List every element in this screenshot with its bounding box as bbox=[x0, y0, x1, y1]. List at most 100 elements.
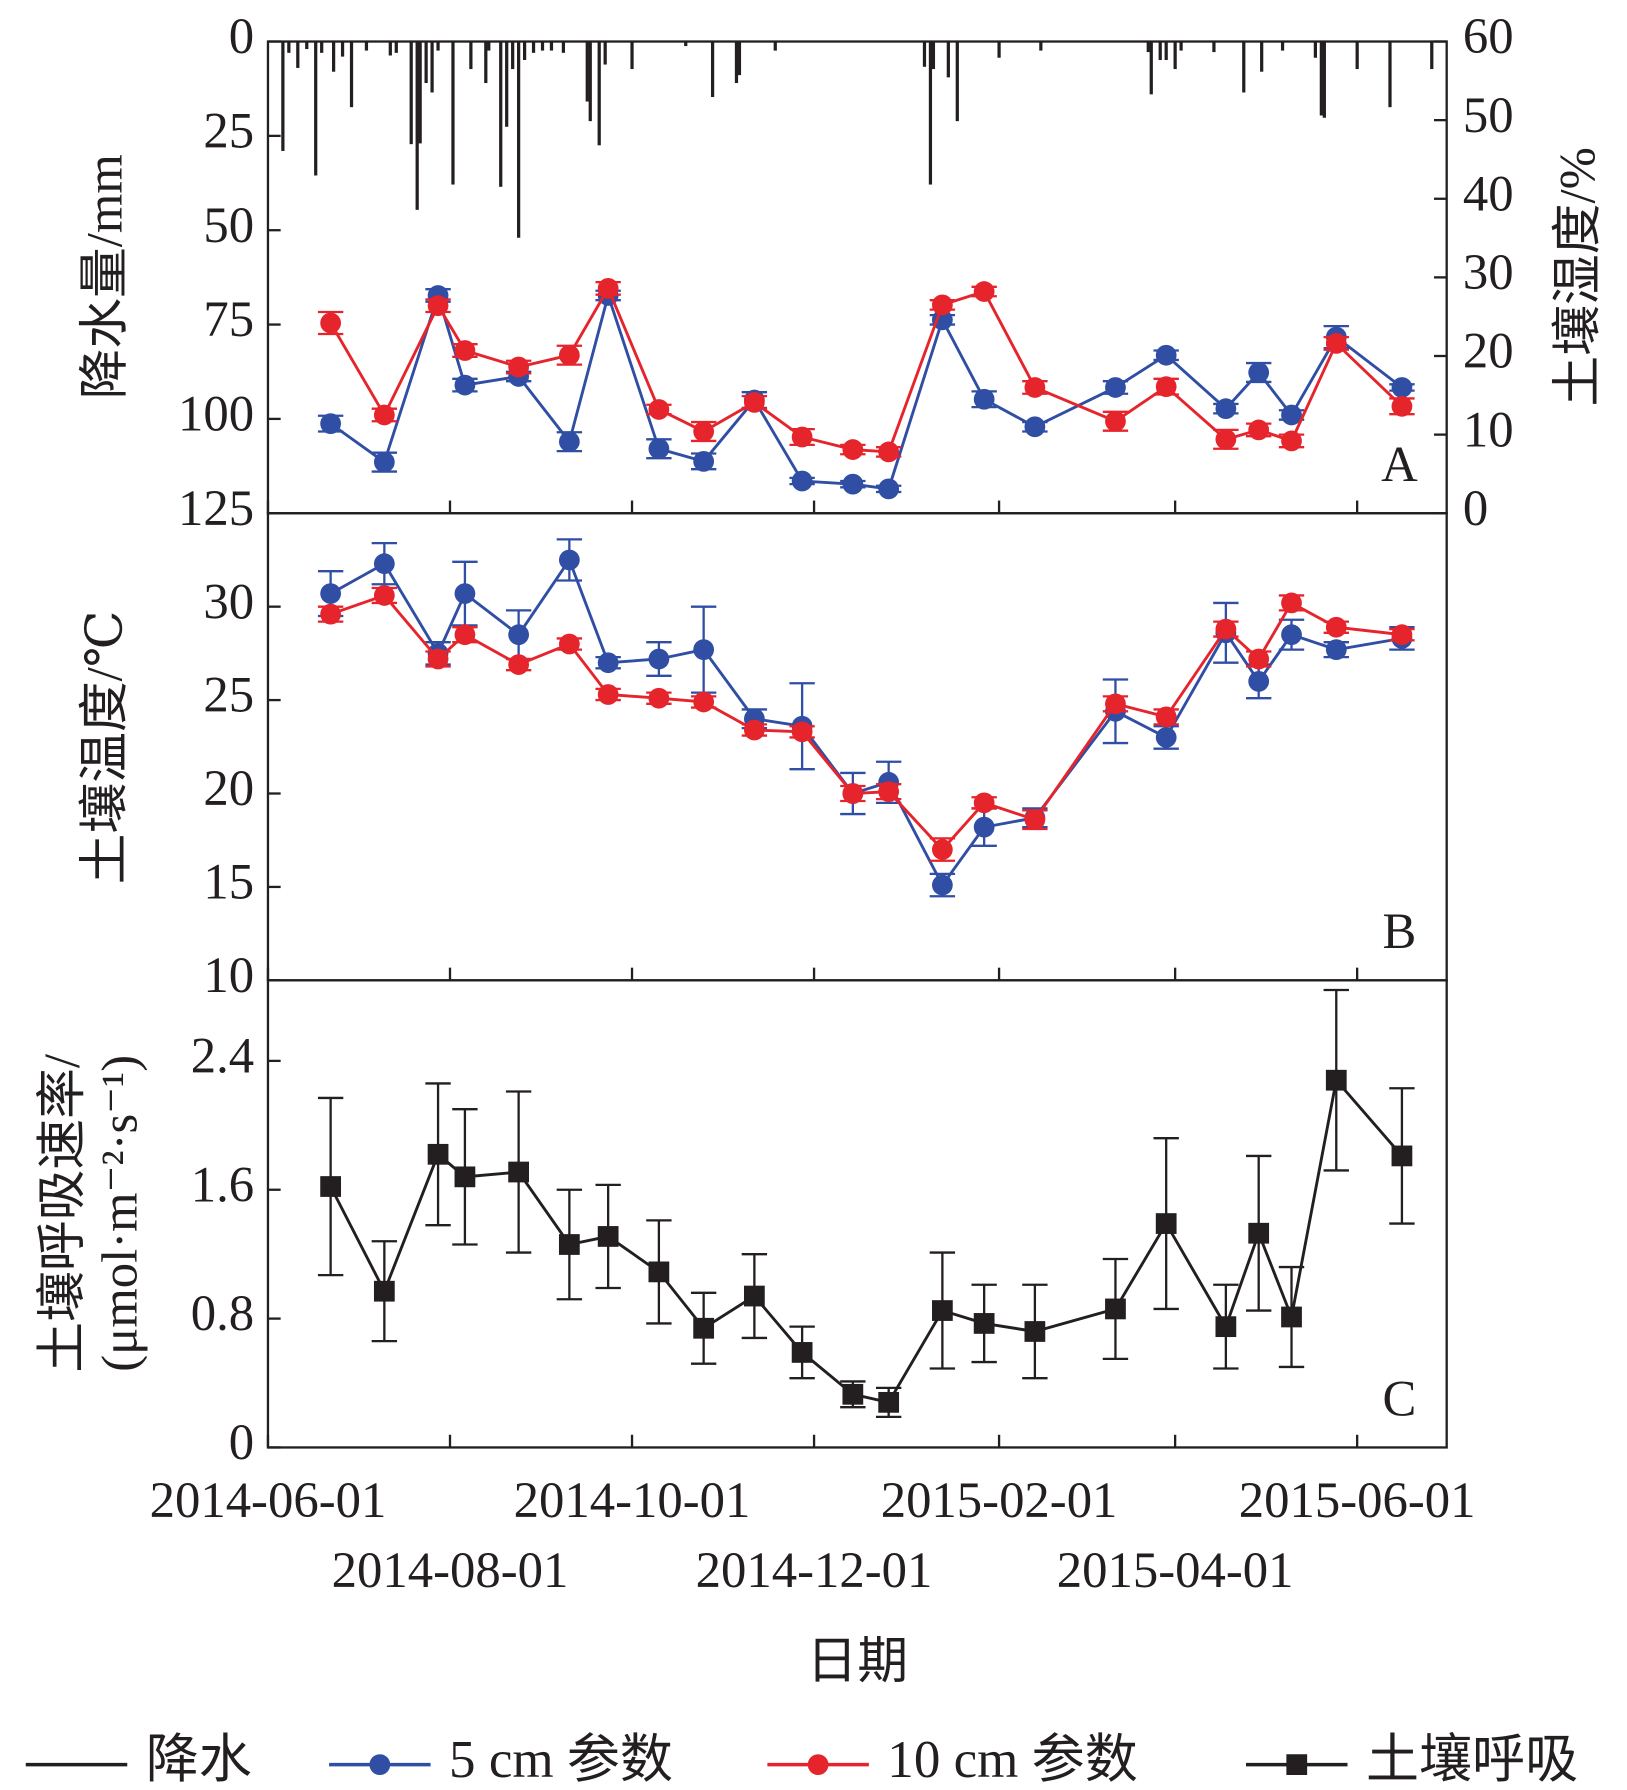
x-tick-label: 2015-02-01 bbox=[881, 1472, 1118, 1528]
y-tick-label: 0 bbox=[229, 8, 254, 64]
point bbox=[1391, 624, 1413, 646]
point bbox=[1248, 671, 1270, 692]
point bbox=[878, 1391, 900, 1413]
y-tick-label: 75 bbox=[203, 291, 254, 347]
point bbox=[1391, 377, 1413, 398]
point bbox=[791, 470, 813, 492]
y2-tick-label: 40 bbox=[1463, 165, 1514, 221]
point bbox=[648, 438, 670, 460]
legend-label: 土壤呼吸 bbox=[1366, 1731, 1578, 1789]
y-axis-title: 土壤呼吸速率/ bbox=[34, 1053, 90, 1372]
point bbox=[973, 1313, 995, 1334]
legend-marker bbox=[807, 1754, 829, 1776]
point bbox=[454, 374, 476, 396]
point bbox=[427, 295, 449, 317]
point bbox=[693, 450, 715, 472]
precip-bar bbox=[1158, 41, 1162, 61]
y-tick-label: 15 bbox=[203, 854, 254, 910]
point bbox=[878, 781, 900, 803]
point bbox=[373, 451, 395, 473]
point bbox=[1105, 377, 1126, 398]
precip-bar bbox=[517, 41, 521, 238]
y2-tick-label: 10 bbox=[1463, 401, 1514, 457]
point bbox=[878, 478, 900, 500]
series-line bbox=[329, 1077, 1404, 1404]
y-tick-label: 20 bbox=[203, 760, 254, 816]
precip-bar bbox=[955, 41, 959, 122]
point bbox=[454, 583, 476, 604]
precip-bar bbox=[281, 41, 285, 151]
y-tick-label: 25 bbox=[203, 667, 254, 723]
x-tick-label: 2014-10-01 bbox=[514, 1472, 751, 1528]
point bbox=[320, 603, 342, 625]
point bbox=[1215, 1316, 1237, 1338]
point bbox=[373, 1280, 395, 1302]
precip-bar bbox=[561, 41, 566, 53]
point bbox=[454, 340, 476, 361]
y-tick-label: 50 bbox=[203, 197, 254, 253]
point bbox=[791, 426, 813, 448]
panel-label: C bbox=[1382, 1370, 1416, 1426]
precip-bar bbox=[710, 41, 715, 97]
x-tick-label: 2014-08-01 bbox=[332, 1542, 569, 1598]
precip-bar bbox=[522, 41, 527, 61]
y2-tick-label: 30 bbox=[1463, 244, 1514, 300]
point bbox=[373, 404, 395, 426]
precip-bar bbox=[364, 41, 369, 51]
point bbox=[878, 441, 900, 463]
point bbox=[1105, 1298, 1126, 1320]
precip-bar bbox=[630, 41, 634, 70]
point bbox=[454, 624, 476, 646]
point bbox=[320, 1176, 342, 1197]
point bbox=[1024, 416, 1046, 438]
x-tick-label: 2015-04-01 bbox=[1057, 1542, 1294, 1598]
point bbox=[842, 473, 864, 495]
precip-bar bbox=[997, 41, 1001, 58]
precip-bar bbox=[296, 41, 300, 68]
precip-bar bbox=[409, 41, 413, 145]
series-line bbox=[329, 290, 1403, 491]
point bbox=[1325, 333, 1347, 354]
precip-bar bbox=[597, 41, 601, 146]
precip-bar bbox=[320, 41, 324, 53]
point bbox=[1024, 377, 1046, 398]
point bbox=[931, 294, 953, 316]
precip-bar bbox=[1149, 41, 1153, 95]
point bbox=[842, 783, 864, 804]
x-tick-label: 2015-06-01 bbox=[1239, 1472, 1476, 1528]
point bbox=[597, 684, 619, 705]
point bbox=[1105, 410, 1126, 432]
point bbox=[1155, 376, 1177, 398]
precip-bar bbox=[436, 41, 440, 51]
precip-bar bbox=[737, 41, 742, 76]
precip-bar bbox=[773, 41, 777, 51]
point bbox=[693, 1317, 715, 1339]
precip-bar bbox=[349, 41, 354, 108]
y-tick-label: 30 bbox=[203, 573, 254, 629]
precip-bar bbox=[931, 41, 936, 70]
precip-bar bbox=[549, 41, 554, 51]
point bbox=[1248, 648, 1270, 670]
precip-bar bbox=[430, 41, 434, 93]
point bbox=[973, 816, 995, 838]
precip-bar bbox=[1146, 41, 1150, 53]
legend-label: 10 cm 参数 bbox=[887, 1731, 1137, 1789]
y-tick-label: 10 bbox=[203, 947, 254, 1003]
point bbox=[842, 439, 864, 460]
point bbox=[1325, 1069, 1347, 1091]
point bbox=[1248, 419, 1270, 441]
point bbox=[1248, 362, 1270, 383]
precip-bar bbox=[340, 41, 345, 57]
point bbox=[558, 1234, 580, 1255]
point bbox=[648, 648, 670, 670]
precip-bar bbox=[1388, 41, 1392, 108]
point bbox=[1391, 1145, 1413, 1167]
point bbox=[558, 549, 580, 571]
point bbox=[1215, 618, 1237, 640]
point bbox=[1281, 430, 1302, 452]
y2-tick-label: 60 bbox=[1463, 8, 1514, 64]
series-line bbox=[330, 593, 1403, 852]
point bbox=[842, 1383, 864, 1405]
precip-bar bbox=[1430, 41, 1434, 70]
y2-tick-label: 0 bbox=[1463, 480, 1488, 536]
